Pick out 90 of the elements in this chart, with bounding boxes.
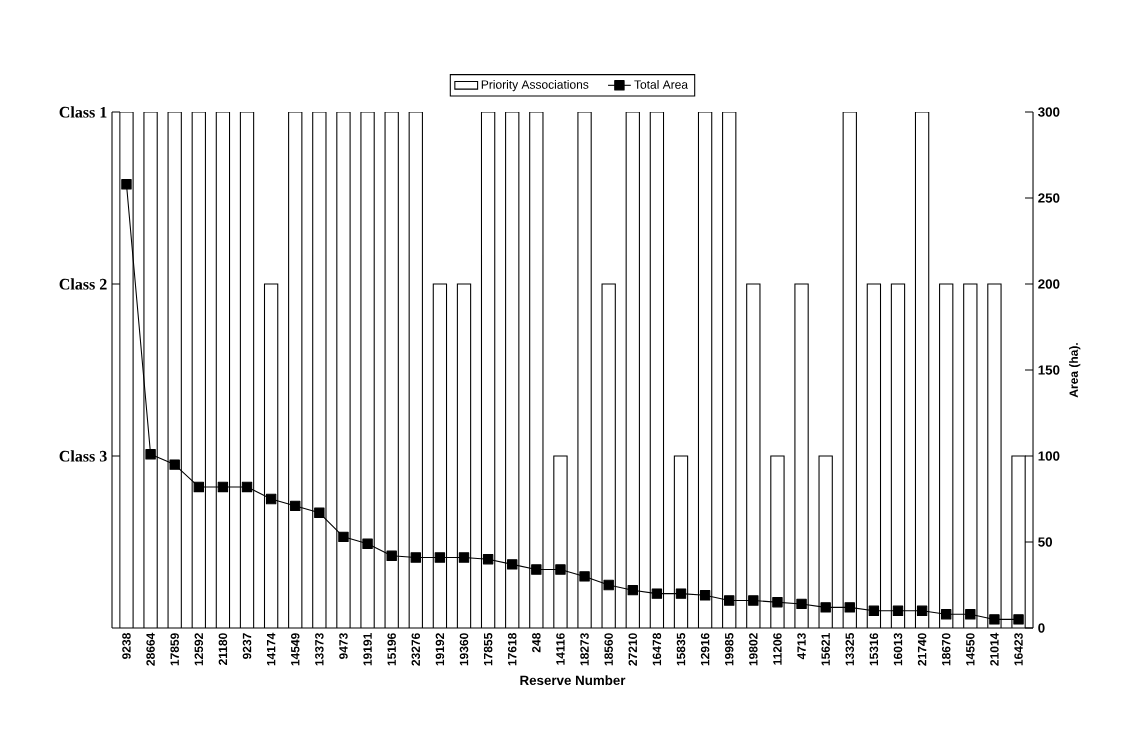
x-tick-label: 28664	[146, 632, 155, 666]
x-tick-label: 4713	[797, 633, 806, 660]
point	[507, 559, 518, 570]
point	[386, 550, 397, 561]
x-tick-label: 248	[532, 633, 541, 653]
x-tick-label: 16478	[652, 633, 662, 666]
text: Class 2	[59, 278, 107, 290]
x-tick-label: 21014	[990, 632, 999, 666]
y-tick-label: 300	[1038, 107, 1060, 117]
point	[627, 584, 638, 596]
point	[169, 459, 180, 470]
x-tick-label: 15835	[676, 633, 686, 666]
x-tick-label: 16423	[1014, 633, 1023, 666]
point	[941, 609, 952, 620]
x-tick-label: 18273	[580, 633, 589, 666]
x-tick-label: 18670	[941, 633, 951, 666]
x-tick-label: 15196	[387, 633, 396, 666]
point	[675, 588, 687, 599]
point	[193, 481, 205, 493]
point	[868, 605, 880, 617]
point	[362, 538, 373, 549]
point	[121, 179, 132, 190]
legend-label: Priority Associations	[481, 79, 589, 92]
x-tick-label: 16013	[893, 633, 903, 666]
text: Class 1	[59, 106, 107, 118]
y-tick-label: 50	[1038, 537, 1053, 547]
x-tick-label: 19985	[724, 633, 734, 666]
point	[145, 449, 156, 460]
y-tick-label: 200	[1038, 279, 1060, 289]
x-tick-label: 27210	[628, 633, 638, 666]
point	[482, 553, 494, 565]
x-tick-label: 12592	[194, 633, 204, 666]
point	[603, 579, 614, 591]
x-tick-label: 12916	[700, 633, 710, 666]
point	[241, 481, 253, 493]
point	[458, 552, 470, 563]
x-tick-label: 11206	[773, 633, 782, 665]
x-tick-label: 14550	[966, 633, 975, 666]
y-axis-title: Area (ha).	[1069, 343, 1081, 398]
point	[724, 595, 735, 606]
x-tick-label: 15621	[821, 633, 830, 666]
point	[434, 552, 446, 563]
point	[265, 493, 277, 505]
point	[579, 571, 590, 582]
x-tick-label: 21180	[218, 633, 228, 665]
point	[796, 598, 807, 610]
point	[314, 507, 325, 518]
point	[892, 605, 904, 617]
x-tick-label: 13325	[845, 633, 855, 666]
x-tick-label: 15316	[869, 633, 879, 666]
y-tick-label: 250	[1038, 193, 1060, 203]
y-tick-label: 150	[1038, 365, 1060, 375]
x-tick-label: 14174	[267, 632, 276, 666]
point	[555, 564, 566, 575]
x-tick-label: 9237	[242, 633, 252, 659]
point	[916, 605, 928, 617]
x-tick-label: 17855	[483, 633, 493, 666]
point	[651, 588, 663, 599]
text: Class 3	[59, 450, 107, 462]
legend-label: Total Area	[634, 79, 689, 89]
point	[699, 590, 711, 601]
point	[410, 552, 421, 563]
x-tick-label: 19360	[459, 633, 469, 666]
x-tick-label: 14549	[290, 633, 300, 666]
x-tick-label: 19191	[363, 633, 372, 666]
x-tick-label: 17618	[507, 633, 517, 666]
point	[844, 602, 855, 613]
x-tick-label: 19802	[749, 633, 758, 666]
x-tick-label: 13373	[315, 633, 324, 666]
point	[965, 609, 976, 620]
x-tick-label: 9238	[122, 633, 131, 659]
x-tick-label: 14116	[556, 633, 565, 665]
x-axis-title: Reserve Number	[520, 675, 626, 686]
point	[338, 531, 349, 543]
point	[772, 596, 783, 608]
point	[989, 614, 1000, 625]
x-tick-label: 9473	[339, 633, 348, 659]
x-tick-label: 21740	[917, 633, 927, 666]
point	[1013, 614, 1024, 625]
x-tick-label: 18560	[604, 633, 613, 666]
point	[531, 564, 542, 575]
x-tick-label: 19192	[435, 633, 445, 666]
point	[748, 595, 759, 606]
point	[217, 481, 229, 493]
x-tick-label: 17859	[170, 633, 179, 666]
point	[290, 500, 301, 512]
point	[820, 602, 831, 613]
y-tick-label: 100	[1038, 451, 1060, 461]
y-tick-label: 0	[1038, 623, 1045, 633]
x-tick-label: 23276	[411, 633, 421, 666]
